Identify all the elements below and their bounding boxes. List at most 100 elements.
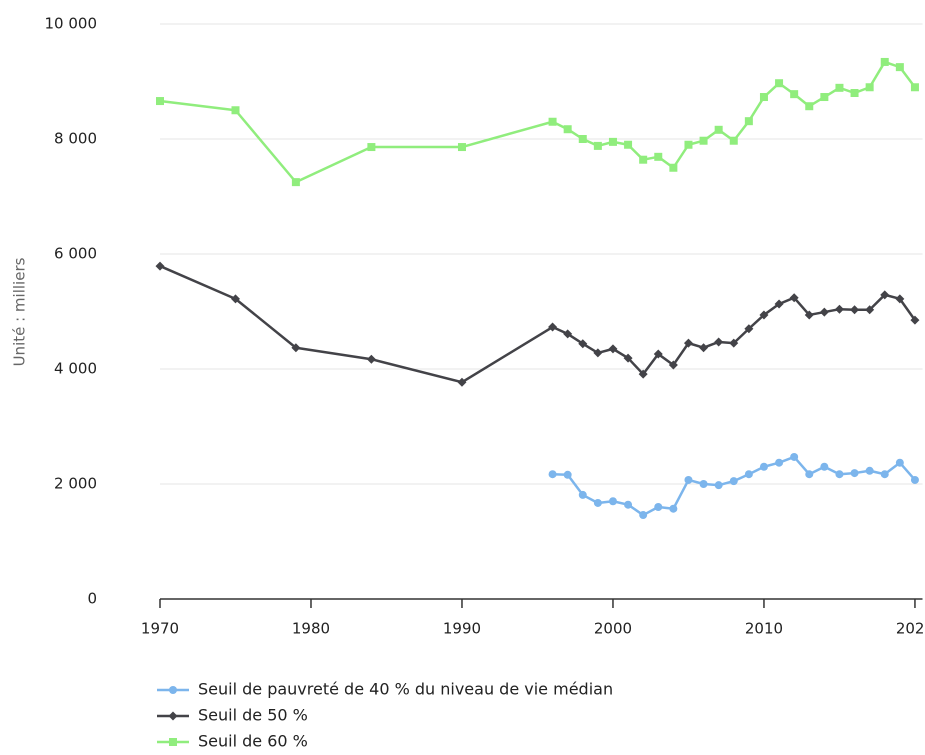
data-point: [775, 458, 784, 467]
data-point: [820, 93, 829, 102]
data-point: [608, 137, 617, 146]
data-point: [654, 152, 663, 161]
data-point: [578, 490, 587, 499]
data-point: [744, 117, 753, 126]
data-point: [593, 498, 602, 507]
legend-marker: [169, 686, 177, 694]
data-point: [895, 294, 905, 304]
data-point: [684, 475, 693, 484]
data-point: [457, 377, 467, 387]
data-point: [608, 344, 618, 354]
data-point: [850, 305, 860, 315]
data-point: [639, 511, 648, 520]
data-point: [790, 452, 799, 461]
data-point: [156, 97, 164, 106]
data-point: [291, 178, 300, 187]
data-point: [714, 481, 723, 490]
data-point: [819, 307, 829, 317]
data-point: [623, 353, 633, 363]
y-tick-label: 8 000: [54, 130, 97, 148]
x-tick-label: 2000: [594, 620, 632, 638]
data-point: [548, 322, 558, 332]
legend-label: Seuil de 50 %: [198, 706, 308, 725]
data-point: [910, 315, 920, 325]
data-point: [578, 339, 588, 349]
data-point: [155, 261, 165, 271]
data-point: [668, 360, 678, 370]
data-point: [880, 470, 889, 479]
data-point: [804, 310, 814, 320]
data-point: [638, 369, 648, 379]
data-point: [563, 329, 573, 339]
data-point: [834, 304, 844, 314]
data-point: [684, 140, 693, 149]
data-point: [790, 90, 799, 99]
data-point: [563, 125, 572, 134]
data-point: [683, 338, 693, 348]
data-point: [714, 125, 723, 134]
data-point: [593, 348, 603, 358]
legend-marker: [168, 711, 178, 721]
data-point: [850, 469, 859, 478]
data-point: [729, 136, 738, 145]
data-point: [910, 83, 919, 92]
x-tick-label: 2020: [896, 620, 925, 638]
data-point: [669, 163, 678, 172]
y-tick-label: 0: [87, 590, 97, 608]
data-point: [639, 155, 648, 164]
series-line: [159, 264, 916, 384]
data-point: [563, 470, 572, 479]
series-line: [552, 455, 916, 517]
data-point: [608, 497, 617, 506]
data-point: [850, 89, 859, 97]
data-point: [895, 458, 904, 467]
data-point: [835, 83, 844, 92]
data-point: [699, 136, 708, 145]
legend-label: Seuil de 60 %: [198, 732, 308, 751]
y-tick-label: 4 000: [54, 360, 97, 378]
data-point: [789, 293, 799, 303]
data-point: [805, 102, 814, 111]
y-tick-label: 10 000: [45, 15, 98, 33]
data-point: [880, 290, 890, 300]
data-point: [230, 294, 240, 304]
data-point: [775, 79, 784, 88]
data-point: [759, 462, 768, 471]
data-point: [820, 462, 829, 471]
data-point: [835, 470, 844, 479]
data-point: [865, 305, 875, 315]
data-point: [714, 337, 724, 347]
data-point: [895, 63, 904, 72]
legend-marker: [169, 738, 177, 746]
data-point: [578, 135, 587, 143]
data-point: [729, 477, 738, 486]
series-line: [159, 60, 916, 184]
data-point: [759, 310, 769, 320]
data-point: [759, 93, 768, 102]
data-point: [548, 470, 557, 479]
data-point: [291, 343, 301, 353]
data-point: [880, 57, 889, 66]
data-point: [653, 349, 663, 359]
data-point: [699, 480, 708, 488]
y-tick-label: 2 000: [54, 475, 97, 493]
data-point: [865, 83, 874, 92]
data-point: [774, 299, 784, 309]
x-tick-label: 2010: [745, 620, 783, 638]
data-point: [744, 324, 754, 334]
data-point: [624, 140, 633, 149]
data-point: [624, 500, 633, 509]
data-point: [593, 141, 602, 150]
data-point: [457, 143, 466, 152]
legend-label: Seuil de pauvreté de 40 % du niveau de v…: [198, 680, 613, 699]
data-point: [699, 343, 709, 353]
data-point: [910, 475, 919, 484]
x-tick-label: 1980: [292, 620, 330, 638]
data-point: [865, 466, 874, 475]
data-point: [231, 106, 240, 115]
data-point: [654, 503, 663, 511]
data-point: [744, 470, 753, 479]
y-axis-label: Unité : milliers: [11, 257, 29, 366]
x-tick-label: 1990: [443, 620, 481, 638]
